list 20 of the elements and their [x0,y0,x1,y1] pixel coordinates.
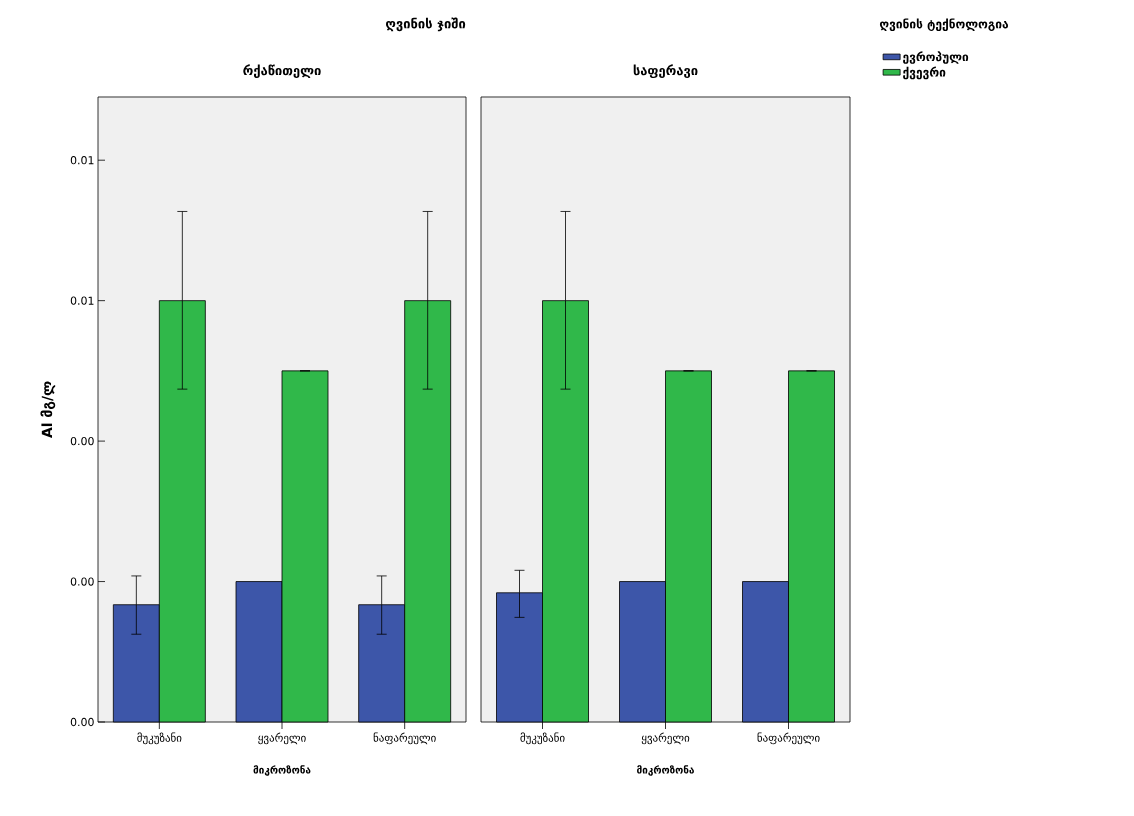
legend-label: ქვევრი [903,66,946,80]
y-axis-title: Al მგ/ლ [40,381,56,438]
y-tick-label: 0.00 [70,577,94,586]
chart-title: ღვინის ჯიში [386,17,466,32]
chart-subtitle: საფერავი [633,64,698,79]
y-tick-label: 0.00 [70,436,94,446]
x-tick-label: მუკუზანი [520,732,565,745]
x-tick-label: ყვარელი [641,732,690,745]
chart-subtitle: რქაწითელი [243,64,321,79]
y-tick-label: 0.01 [70,296,94,305]
y-tick-label: 0.00 [70,717,94,727]
x-axis-title: მიკროზონა [253,765,311,776]
x-tick-label: ნაფარეული [373,732,436,745]
legend-label: ევროპული [903,51,969,64]
x-tick-label: მუკუზანი [137,732,182,745]
x-axis-title: მიკროზონა [637,765,694,776]
y-tick-label: 0.01 [70,156,94,165]
x-tick-label: ნაფარეული [757,732,820,745]
legend-title: ღვინის ტექნოლოგია [879,18,1009,32]
x-tick-label: ყვარელი [258,732,306,745]
